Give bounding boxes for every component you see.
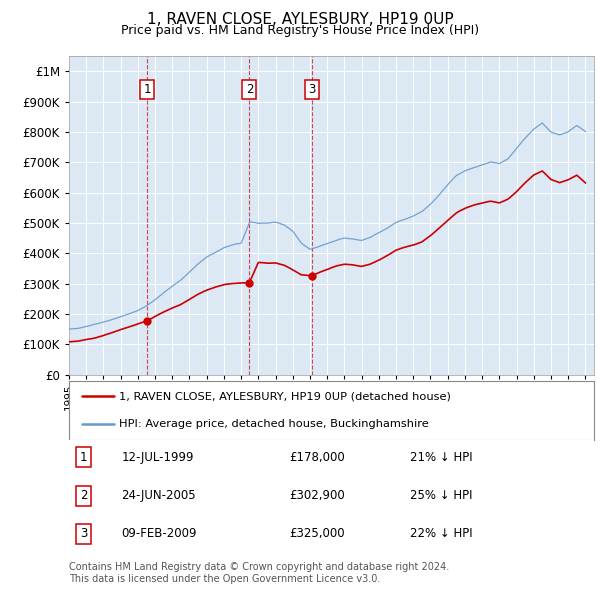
Text: 24-JUN-2005: 24-JUN-2005 bbox=[121, 489, 196, 502]
Text: 1: 1 bbox=[80, 451, 88, 464]
Text: £178,000: £178,000 bbox=[290, 451, 345, 464]
Text: £302,900: £302,900 bbox=[290, 489, 345, 502]
Text: 3: 3 bbox=[308, 83, 316, 96]
Text: HPI: Average price, detached house, Buckinghamshire: HPI: Average price, detached house, Buck… bbox=[119, 419, 428, 428]
Text: 25% ↓ HPI: 25% ↓ HPI bbox=[410, 489, 473, 502]
Text: £325,000: £325,000 bbox=[290, 527, 345, 540]
Text: Price paid vs. HM Land Registry's House Price Index (HPI): Price paid vs. HM Land Registry's House … bbox=[121, 24, 479, 37]
Text: 09-FEB-2009: 09-FEB-2009 bbox=[121, 527, 197, 540]
Text: 22% ↓ HPI: 22% ↓ HPI bbox=[410, 527, 473, 540]
Text: 21% ↓ HPI: 21% ↓ HPI bbox=[410, 451, 473, 464]
Text: 12-JUL-1999: 12-JUL-1999 bbox=[121, 451, 194, 464]
Text: 1, RAVEN CLOSE, AYLESBURY, HP19 0UP (detached house): 1, RAVEN CLOSE, AYLESBURY, HP19 0UP (det… bbox=[119, 392, 451, 401]
Text: Contains HM Land Registry data © Crown copyright and database right 2024.
This d: Contains HM Land Registry data © Crown c… bbox=[69, 562, 449, 584]
Text: 2: 2 bbox=[80, 489, 88, 502]
Text: 1, RAVEN CLOSE, AYLESBURY, HP19 0UP: 1, RAVEN CLOSE, AYLESBURY, HP19 0UP bbox=[146, 12, 454, 27]
Text: 1: 1 bbox=[143, 83, 151, 96]
Text: 2: 2 bbox=[245, 83, 253, 96]
Text: 3: 3 bbox=[80, 527, 88, 540]
